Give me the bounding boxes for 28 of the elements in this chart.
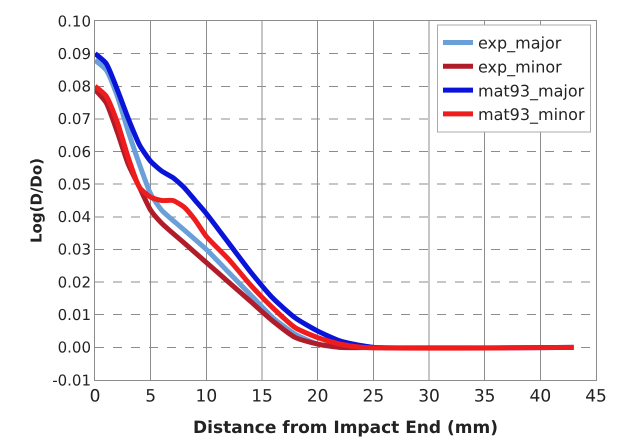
y-tick-label: 0.08 [58, 78, 91, 96]
x-tick-label: 30 [418, 386, 440, 406]
y-tick-label: 0.09 [58, 44, 91, 63]
legend-label: mat93_minor [478, 105, 585, 124]
x-tick-label: 0 [90, 386, 100, 406]
y-tick-label: 0.02 [58, 273, 91, 292]
x-tick-label: 40 [530, 386, 552, 406]
y-tick-label: 0.05 [58, 175, 91, 194]
x-tick-label: 15 [251, 386, 273, 406]
legend-label: exp_minor [478, 58, 562, 77]
x-tick-label: 20 [306, 386, 328, 406]
y-tick-label: -0.01 [52, 371, 91, 390]
x-tick-label: 25 [362, 386, 384, 406]
legend-label: exp_major [478, 34, 562, 53]
x-tick-label: 10 [196, 386, 218, 406]
y-axis-title: Log(D/Do) [27, 158, 46, 243]
x-tick-label: 45 [585, 386, 607, 406]
y-tick-label: 0.10 [58, 12, 91, 30]
x-axis-title: Distance from Impact End (mm) [193, 418, 498, 438]
y-tick-label: 0.06 [58, 142, 91, 161]
y-tick-label: 0.01 [58, 306, 91, 324]
x-tick-label: 5 [145, 386, 156, 406]
x-tick-label: 35 [474, 386, 496, 406]
y-tick-label: 0.03 [58, 240, 91, 259]
y-tick-label: 0.07 [58, 110, 91, 128]
y-tick-label: 0.00 [58, 338, 91, 357]
y-tick-label: 0.04 [58, 208, 91, 226]
legend-label: mat93_major [478, 81, 585, 100]
